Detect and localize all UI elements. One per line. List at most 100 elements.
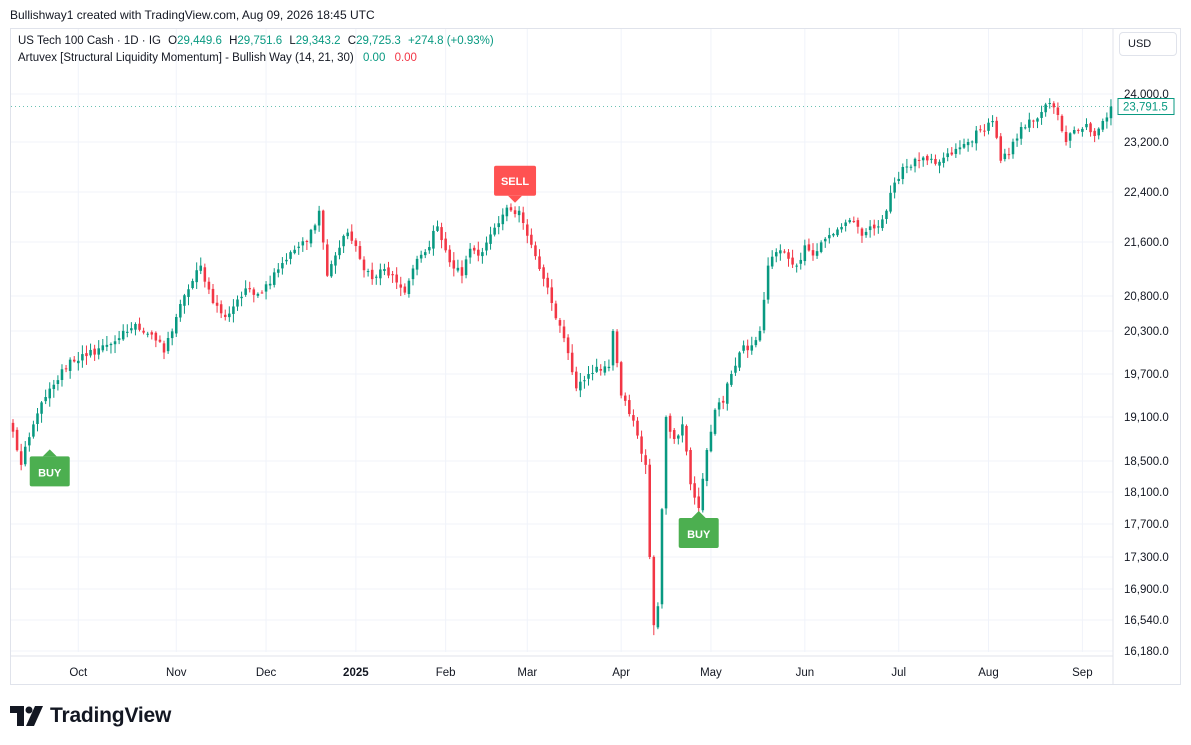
candle-body xyxy=(750,345,754,351)
candle-body xyxy=(330,264,333,277)
candle-body xyxy=(1011,141,1015,155)
buy-arrow xyxy=(42,449,57,457)
candle-body xyxy=(791,257,794,265)
price-tick-label: 17,700.0 xyxy=(1124,519,1169,531)
candle-body xyxy=(734,365,737,373)
symbol-name[interactable]: US Tech 100 Cash · 1D · IG xyxy=(18,35,161,47)
time-tick-label: May xyxy=(700,667,722,679)
candle-body xyxy=(419,254,423,259)
candle-body xyxy=(787,252,790,259)
candle-body xyxy=(599,368,603,371)
candle-body xyxy=(636,420,639,436)
candle-body xyxy=(595,366,598,372)
candle-body xyxy=(56,380,60,385)
time-tick-label: Mar xyxy=(517,667,537,679)
candle-body xyxy=(1056,107,1060,115)
chart-credit: Bullishway1 created with TradingView.com… xyxy=(10,8,375,22)
time-tick-label: Jun xyxy=(796,667,815,679)
candle-body xyxy=(775,252,778,257)
candle-body xyxy=(223,314,227,317)
price-tick-label: 18,500.0 xyxy=(1124,456,1169,468)
candle-body xyxy=(15,429,19,451)
candle-body xyxy=(219,304,223,314)
candle-body xyxy=(664,417,668,509)
candle-body xyxy=(464,259,468,276)
candle-body xyxy=(40,402,43,414)
candle-body xyxy=(228,313,231,318)
candle-body xyxy=(648,464,651,557)
candle-body xyxy=(603,366,607,373)
candle-body xyxy=(872,224,876,229)
candle-body xyxy=(958,147,962,150)
candle-body xyxy=(681,424,684,436)
candle-body xyxy=(1081,128,1084,132)
candle-body xyxy=(946,153,949,158)
candle-body xyxy=(530,234,533,245)
buy-signal-label: BUY xyxy=(687,529,711,541)
candle-body xyxy=(285,259,288,262)
candle-body xyxy=(52,384,56,390)
candle-body xyxy=(754,340,758,346)
candle-body xyxy=(501,214,505,225)
candle-body xyxy=(456,267,460,271)
open-label: O xyxy=(168,35,178,47)
candle-body xyxy=(121,330,125,340)
candle-body xyxy=(730,374,733,385)
candle-body xyxy=(334,255,337,266)
candle-body xyxy=(868,226,872,231)
candle-body xyxy=(836,229,839,236)
sell-arrow xyxy=(508,195,523,203)
candle-body xyxy=(840,226,843,230)
currency-button[interactable]: USD xyxy=(1119,32,1177,56)
candle-body xyxy=(1085,124,1088,128)
candle-body xyxy=(966,142,970,146)
candle-body xyxy=(672,430,676,439)
buy-signal-box xyxy=(678,518,719,548)
close-label: C xyxy=(347,35,357,47)
candle-body xyxy=(134,324,137,330)
candle-body xyxy=(587,374,590,379)
candle-body xyxy=(1072,130,1076,134)
candle-body xyxy=(542,267,545,279)
candle-body xyxy=(60,369,64,380)
candle-body xyxy=(832,233,835,236)
candle-body xyxy=(260,292,264,294)
candle-body xyxy=(615,331,619,364)
candle-body xyxy=(281,263,284,269)
candle-body xyxy=(550,287,554,303)
candle-body xyxy=(521,212,525,224)
candle-body xyxy=(428,247,431,251)
candle-body xyxy=(762,299,766,331)
candle-body xyxy=(326,244,329,276)
candle-body xyxy=(191,281,194,289)
candle-body xyxy=(415,258,419,270)
candle-body xyxy=(1077,129,1080,131)
candle-body xyxy=(913,158,917,167)
candle-body xyxy=(987,122,990,131)
candle-body xyxy=(44,397,47,402)
candle-body xyxy=(289,252,292,259)
candle-body xyxy=(19,451,23,465)
price-tick-label: 19,700.0 xyxy=(1124,369,1169,381)
candle-body xyxy=(975,130,978,144)
candle-body xyxy=(1028,119,1031,128)
candle-body xyxy=(313,225,317,231)
candle-body xyxy=(444,238,447,251)
candle-body xyxy=(819,242,823,252)
candle-body xyxy=(23,446,27,465)
candle-body xyxy=(575,371,578,389)
candle-body xyxy=(611,331,615,366)
candle-body xyxy=(154,332,158,341)
candle-body xyxy=(905,166,909,168)
candle-body xyxy=(685,425,688,452)
price-tick-label: 23,200.0 xyxy=(1124,137,1169,149)
candle-body xyxy=(158,339,162,342)
tradingview-logo: TradingView xyxy=(10,704,171,728)
candle-body xyxy=(742,345,745,351)
candle-body xyxy=(89,349,92,356)
candle-body xyxy=(766,265,770,300)
candle-body xyxy=(1032,120,1035,122)
candle-body xyxy=(1019,127,1023,139)
indicator-name[interactable]: Artuvex [Structural Liquidity Momentum] … xyxy=(18,52,354,64)
